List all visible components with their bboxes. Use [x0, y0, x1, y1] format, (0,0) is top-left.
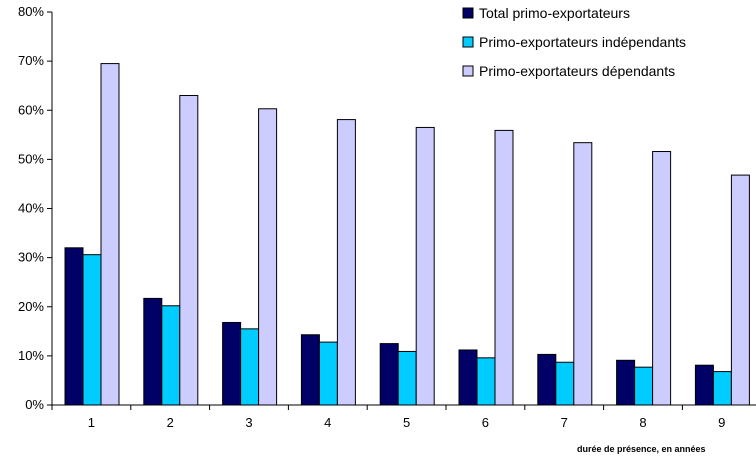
legend-label: Primo-exportateurs dépendants [479, 63, 675, 79]
bar-series-1-cat-2 [143, 297, 163, 406]
y-ticks-group: 0% 10% 20% 30% 40% 50% 60% 70% 80% [18, 4, 52, 412]
bar-series-1-cat-1 [64, 247, 84, 406]
x-tick-label: 1 [88, 415, 95, 430]
legend-swatch [462, 7, 474, 19]
bar-series-2-cat-3 [240, 328, 260, 406]
legend-label: Total primo-exportateurs [479, 5, 630, 21]
bar-series-2-cat-5 [397, 350, 417, 406]
bars-group [64, 63, 750, 406]
x-tick-label: 8 [639, 415, 646, 430]
bar-series-2-cat-6 [476, 357, 496, 406]
bar-series-3-cat-2 [179, 95, 199, 406]
bar-series-1-cat-3 [222, 321, 242, 406]
bar-series-3-cat-9 [730, 174, 750, 406]
bar-series-1-cat-9 [694, 364, 714, 406]
bar-series-3-cat-4 [336, 119, 356, 406]
bar-series-2-cat-9 [712, 371, 732, 406]
bar-series-1-cat-6 [458, 349, 478, 406]
legend: Total primo-exportateurs Primo-exportateu… [462, 5, 686, 79]
x-tick-label: 3 [245, 415, 252, 430]
bar-series-3-cat-8 [652, 151, 672, 406]
bar-series-2-cat-2 [161, 305, 181, 406]
y-tick-label: 30% [18, 250, 44, 265]
x-tick-label: 2 [167, 415, 174, 430]
y-tick-label: 10% [18, 348, 44, 363]
bar-series-2-cat-7 [555, 361, 575, 406]
bar-series-1-cat-8 [616, 359, 636, 406]
x-tick-label: 9 [718, 415, 725, 430]
x-tick-label: 7 [561, 415, 568, 430]
y-tick-label: 60% [18, 102, 44, 117]
bar-series-2-cat-1 [82, 254, 102, 406]
bar-series-3-cat-1 [100, 63, 120, 406]
y-tick-label: 40% [18, 201, 44, 216]
bar-series-1-cat-4 [300, 334, 320, 406]
y-tick-label: 20% [18, 299, 44, 314]
bar-series-3-cat-6 [494, 129, 514, 406]
x-tick-label: 5 [403, 415, 410, 430]
x-ticks-group: 1 2 3 4 5 6 7 8 9 [51, 405, 725, 430]
y-tick-label: 70% [18, 53, 44, 68]
legend-swatch [462, 36, 474, 48]
legend-swatch [462, 65, 474, 77]
bar-series-2-cat-8 [634, 366, 654, 406]
bar-series-3-cat-3 [258, 108, 278, 406]
bar-series-3-cat-7 [573, 142, 593, 406]
x-tick-label: 4 [324, 415, 331, 430]
x-axis-title: durée de présence, en années [577, 444, 706, 454]
bar-series-1-cat-7 [537, 353, 557, 406]
bar-series-2-cat-4 [318, 341, 338, 406]
y-tick-label: 50% [18, 151, 44, 166]
y-tick-label: 80% [18, 4, 44, 19]
legend-label: Primo-exportateurs indépendants [479, 34, 686, 50]
y-tick-label: 0% [25, 397, 44, 412]
x-tick-label: 6 [482, 415, 489, 430]
bar-series-3-cat-5 [415, 126, 435, 406]
bar-series-1-cat-5 [379, 343, 399, 406]
